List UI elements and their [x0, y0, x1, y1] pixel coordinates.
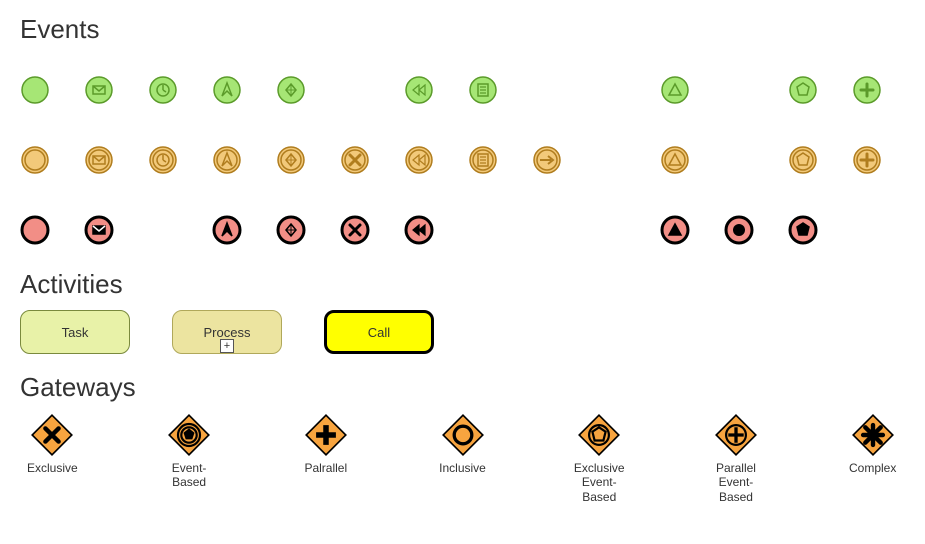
- gateway-circle-pentagon[interactable]: Exclusive Event-Based: [567, 413, 632, 504]
- gateway-circle-pentagon-icon: [577, 413, 621, 457]
- event-empty: [852, 215, 882, 245]
- gateway-asterisk-icon: [851, 413, 895, 457]
- event-start-message-icon[interactable]: [84, 75, 114, 105]
- event-empty: [724, 75, 754, 105]
- gateway-plus-icon: [304, 413, 348, 457]
- event-intermediate-timer-icon[interactable]: [148, 145, 178, 175]
- event-empty: [724, 145, 754, 175]
- gateway-asterisk[interactable]: Complex: [840, 413, 905, 504]
- event-start-escalation-icon[interactable]: [212, 75, 242, 105]
- gateway-x[interactable]: Exclusive: [20, 413, 85, 504]
- event-intermediate-message-icon[interactable]: [84, 145, 114, 175]
- event-intermediate-escalation-icon[interactable]: [212, 145, 242, 175]
- gateway-plus[interactable]: Palrallel: [293, 413, 358, 504]
- gateway-circle-icon: [441, 413, 485, 457]
- event-empty: [596, 215, 626, 245]
- subprocess-marker-icon: +: [220, 339, 234, 353]
- event-start-timer-icon[interactable]: [148, 75, 178, 105]
- event-empty: [532, 75, 562, 105]
- event-start-compensation-icon[interactable]: [276, 75, 306, 105]
- gateway-label: Complex: [849, 461, 896, 475]
- gateway-circle-plus[interactable]: Parallel Event-Based: [704, 413, 769, 504]
- gateway-label: Palrallel: [304, 461, 347, 475]
- activity-label: Task: [62, 325, 89, 340]
- event-intermediate-cancel-icon[interactable]: [340, 145, 370, 175]
- event-end-rewind-icon[interactable]: [404, 215, 434, 245]
- activity-call[interactable]: Call: [324, 310, 434, 354]
- event-empty: [596, 145, 626, 175]
- event-start-plus-icon[interactable]: [852, 75, 882, 105]
- event-end-escalation-icon[interactable]: [212, 215, 242, 245]
- gateway-label: Exclusive Event-Based: [567, 461, 632, 504]
- gateway-x-icon: [30, 413, 74, 457]
- gateway-double-pentagon[interactable]: Event-Based: [157, 413, 222, 504]
- event-intermediate-rule-icon[interactable]: [468, 145, 498, 175]
- event-intermediate-none-icon[interactable]: [20, 145, 50, 175]
- gateway-circle-plus-icon: [714, 413, 758, 457]
- event-end-pentagon-icon[interactable]: [788, 215, 818, 245]
- activity-process[interactable]: Process+: [172, 310, 282, 354]
- gateways-heading: Gateways: [20, 372, 905, 403]
- events-grid: [20, 55, 905, 265]
- gateway-circle[interactable]: Inclusive: [430, 413, 495, 504]
- activity-task[interactable]: Task: [20, 310, 130, 354]
- event-intermediate-compensation-icon[interactable]: [276, 145, 306, 175]
- activity-label: Call: [368, 325, 390, 340]
- event-empty: [340, 75, 370, 105]
- event-intermediate-arrow-icon[interactable]: [532, 145, 562, 175]
- event-end-signal-icon[interactable]: [660, 215, 690, 245]
- event-start-rewind-icon[interactable]: [404, 75, 434, 105]
- event-end-terminate-icon[interactable]: [724, 215, 754, 245]
- event-start-none-icon[interactable]: [20, 75, 50, 105]
- gateway-label: Inclusive: [439, 461, 486, 475]
- event-empty: [468, 215, 498, 245]
- activity-label: Process: [204, 325, 251, 340]
- event-end-cancel-icon[interactable]: [340, 215, 370, 245]
- event-start-signal-icon[interactable]: [660, 75, 690, 105]
- gateway-label: Event-Based: [157, 461, 222, 490]
- event-intermediate-rewind-icon[interactable]: [404, 145, 434, 175]
- event-empty: [532, 215, 562, 245]
- gateway-double-pentagon-icon: [167, 413, 211, 457]
- event-end-none-icon[interactable]: [20, 215, 50, 245]
- event-intermediate-plus-icon[interactable]: [852, 145, 882, 175]
- event-end-compensation-icon[interactable]: [276, 215, 306, 245]
- events-heading: Events: [20, 14, 905, 45]
- gateway-label: Parallel Event-Based: [704, 461, 769, 504]
- activities-row: Task Process+ Call: [20, 310, 905, 354]
- gateway-label: Exclusive: [27, 461, 78, 475]
- event-intermediate-pentagon-icon[interactable]: [788, 145, 818, 175]
- event-intermediate-signal-icon[interactable]: [660, 145, 690, 175]
- event-empty: [596, 75, 626, 105]
- event-start-pentagon-icon[interactable]: [788, 75, 818, 105]
- event-start-rule-icon[interactable]: [468, 75, 498, 105]
- event-empty: [148, 215, 178, 245]
- event-end-message-icon[interactable]: [84, 215, 114, 245]
- gateways-row: Exclusive Event-Based Palrallel Inclusiv…: [20, 413, 905, 504]
- activities-heading: Activities: [20, 269, 905, 300]
